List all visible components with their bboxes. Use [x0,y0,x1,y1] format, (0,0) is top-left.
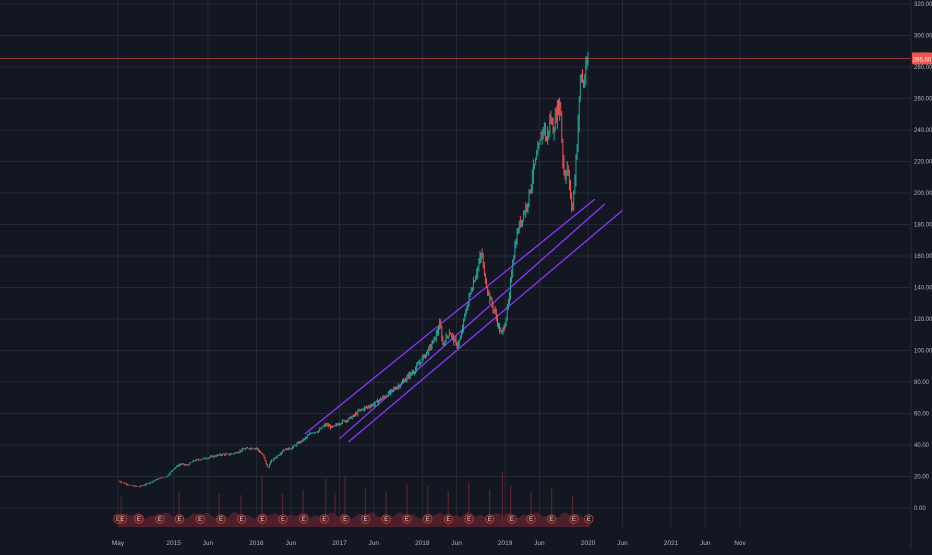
x-tick-label: May [112,540,125,547]
y-tick-label: 160.00 [914,254,932,260]
earnings-marker-icon[interactable] [485,514,495,524]
y-tick-label: 260.00 [914,97,932,103]
earnings-marker-label: E [384,517,388,523]
earnings-marker-icon[interactable] [195,514,205,524]
earnings-marker-label: E [302,517,306,523]
earnings-marker-label: E [137,517,141,523]
earnings-marker-icon[interactable] [278,514,288,524]
y-tick-label: 100.00 [914,349,932,355]
x-tick-label: 2019 [498,540,513,547]
earnings-marker-icon[interactable] [236,514,247,524]
y-tick-label: 40.00 [914,443,930,449]
earnings-marker-icon[interactable] [360,514,371,524]
earnings-marker-icon[interactable] [381,514,391,524]
earnings-marker-icon[interactable] [319,514,329,524]
y-tick-label: 280.00 [914,65,932,71]
y-axis: 0.00 20.00 40.00 60.00 80.00 100.00 120.00 140.… [910,0,932,550]
x-tick-label: Jun [700,540,711,547]
y-tick-label: 80.00 [914,380,930,386]
earnings-marker-icon[interactable] [174,514,185,524]
earnings-marker-label: E [426,517,430,523]
y-tick-label: 140.00 [914,286,932,292]
x-tick-label: Jun [286,540,297,547]
x-tick-label: Jun [369,540,380,547]
earnings-marker-label: E [467,517,471,523]
earnings-marker-label: E [587,517,591,523]
earnings-marker-label: E [219,517,223,523]
earnings-marker-label: E [446,517,450,523]
earnings-marker-icon[interactable] [464,514,474,524]
x-axis: May 2015 Jun 2016 Jun 2017 Jun 2018 Jun 2019 Jun 20… [112,540,747,547]
earnings-marker-label: E [177,517,181,523]
y-tick-label: 300.00 [914,34,932,40]
last-price-line: 285.50 [0,52,932,65]
earnings-marker-label: E [529,517,533,523]
earnings-marker-icon[interactable] [134,514,144,524]
y-tick-label: 220.00 [914,160,932,166]
earnings-marker-label: E [281,517,285,523]
earnings-marker-label: E [322,517,326,523]
y-tick-label: 320.00 [914,2,932,8]
earnings-marker-icon[interactable] [526,514,536,524]
x-tick-label: 2016 [249,540,264,547]
earnings-marker-label: E [240,517,244,523]
earnings-marker-icon[interactable] [340,514,350,524]
earnings-marker-icon[interactable] [298,514,309,524]
earnings-marker-label: E [158,517,162,523]
earnings-marker-icon[interactable] [584,514,594,524]
earnings-marker-icon[interactable] [423,514,433,524]
earnings-marker-label: E [405,517,409,523]
x-tick-label: 2021 [664,540,679,547]
earnings-marker-label: E [550,517,554,523]
x-tick-label: 2020 [581,540,596,547]
price-candles [118,51,589,488]
earnings-marker-icon[interactable] [443,514,454,524]
x-tick-label: Nov [734,540,746,547]
channel-line[interactable] [339,203,606,440]
earnings-marker-label: E [260,517,264,523]
channel-lines[interactable] [304,198,623,443]
y-tick-label: 240.00 [914,128,932,134]
earnings-marker-icon[interactable] [546,514,557,524]
channel-line[interactable] [304,198,596,435]
y-tick-label: 120.00 [914,317,932,323]
earnings-marker-icon[interactable] [113,514,123,524]
y-tick-label: 200.00 [914,191,932,197]
x-tick-label: Jun [617,540,628,547]
x-tick-label: Jun [534,540,545,547]
earnings-marker-label: E [572,517,576,523]
earnings-marker-icon[interactable] [402,514,412,524]
earnings-marker-label: E [343,517,347,523]
earnings-marker-label: E [510,517,514,523]
earnings-marker-label: E [120,517,124,523]
x-tick-label: 2017 [332,540,347,547]
x-tick-label: Jun [203,540,214,547]
earnings-marker-icon[interactable] [257,514,268,524]
last-price-badge [912,52,932,65]
y-tick-label: 180.00 [914,223,932,229]
earnings-marker-label: E [364,517,368,523]
x-tick-label: 2015 [166,540,181,547]
earnings-marker-icon[interactable] [569,514,579,524]
earnings-marker-label: E [198,517,202,523]
earnings-marker-label: E [488,517,492,523]
grid [0,0,910,527]
y-tick-label: 20.00 [914,475,930,481]
channel-line[interactable] [348,209,623,443]
y-tick-label: 0.00 [914,506,926,512]
y-tick-label: 60.00 [914,412,930,418]
earnings-marker-icon[interactable] [216,514,226,524]
earnings-marker-icon[interactable] [155,514,165,524]
x-tick-label: 2018 [415,540,430,547]
earnings-marker-icon[interactable] [507,514,517,524]
last-price-label: 285.50 [913,57,932,63]
earnings-marker-icon[interactable] [117,514,128,524]
x-tick-label: Jun [451,540,462,547]
